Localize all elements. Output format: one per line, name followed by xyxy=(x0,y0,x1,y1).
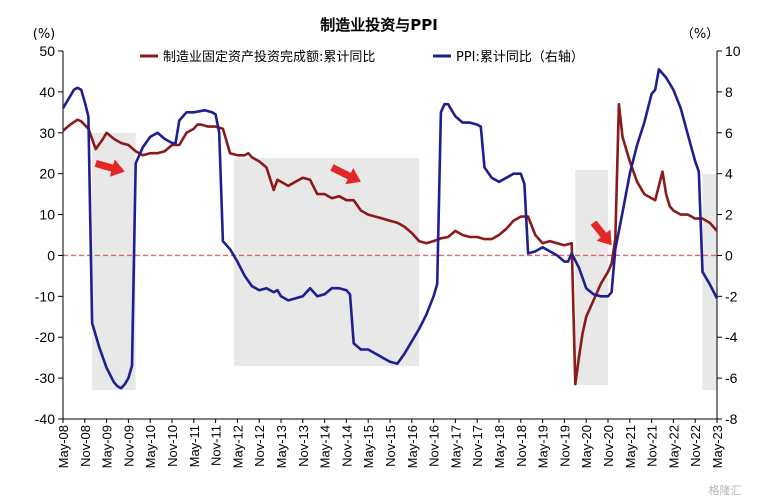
x-tick-label: May-11 xyxy=(187,425,202,467)
x-tick-label: May-15 xyxy=(361,425,376,468)
x-tick-label: Nov-19 xyxy=(557,425,572,467)
x-tick-label: Nov-17 xyxy=(470,425,485,467)
left-tick-label: 20 xyxy=(39,166,55,182)
x-tick-label: Nov-09 xyxy=(121,425,136,467)
x-tick-label: May-10 xyxy=(143,425,158,468)
left-unit-label: (%) xyxy=(33,27,56,42)
x-tick-label: May-13 xyxy=(274,425,289,468)
legend-label-ppi: PPI:累计同比（右轴） xyxy=(456,50,584,65)
shaded-period xyxy=(233,158,420,366)
x-tick-label: May-22 xyxy=(666,425,681,468)
right-tick-label: -4 xyxy=(725,329,738,345)
right-tick-label: -2 xyxy=(725,288,738,304)
left-tick-label: -40 xyxy=(35,411,55,427)
x-tick-label: Nov-21 xyxy=(645,425,660,467)
x-tick-label: Nov-16 xyxy=(427,425,442,467)
right-tick-label: 4 xyxy=(725,166,733,182)
left-tick-label: -30 xyxy=(35,370,55,386)
right-tick-label: -6 xyxy=(725,370,738,386)
right-tick-label: -8 xyxy=(725,411,738,427)
x-tick-label: May-14 xyxy=(318,425,333,468)
left-tick-label: 0 xyxy=(47,247,55,263)
trend-arrow xyxy=(94,159,125,177)
x-tick-label: Nov-15 xyxy=(383,425,398,467)
x-tick-label: May-16 xyxy=(405,425,420,468)
x-tick-label: May-17 xyxy=(448,425,463,468)
left-tick-label: -20 xyxy=(35,329,55,345)
legend-label-investment: 制造业固定资产投资完成额:累计同比 xyxy=(163,49,375,65)
x-tick-label: May-09 xyxy=(100,425,115,468)
x-tick-label: May-18 xyxy=(492,425,507,468)
x-tick-label: Nov-08 xyxy=(78,425,93,467)
right-unit-label: （%） xyxy=(681,27,719,42)
x-tick-label: Nov-12 xyxy=(252,425,267,467)
left-tick-label: 10 xyxy=(39,207,55,223)
x-tick-label: May-12 xyxy=(230,425,245,468)
right-tick-label: 10 xyxy=(725,43,741,59)
chart-title: 制造业投资与PPI xyxy=(320,16,438,34)
left-tick-label: 30 xyxy=(39,125,55,141)
series-line-ppi xyxy=(61,68,719,390)
x-tick-label: May-08 xyxy=(56,425,71,468)
x-tick-label: Nov-14 xyxy=(339,425,354,467)
x-tick-label: Nov-18 xyxy=(514,425,529,467)
right-tick-label: 8 xyxy=(725,84,733,100)
watermark: 格隆汇 xyxy=(709,483,742,497)
right-axis: -8 -6 -4 -2 0 2 4 6 8 10 xyxy=(716,43,741,427)
x-tick-label: Nov-11 xyxy=(209,425,224,466)
right-tick-label: 2 xyxy=(725,207,733,223)
x-tick-label: Nov-22 xyxy=(688,425,703,467)
right-tick-label: 6 xyxy=(725,125,733,141)
trend-arrows xyxy=(94,159,612,246)
trend-arrow xyxy=(330,164,361,185)
series-lines xyxy=(61,68,719,390)
left-tick-label: 50 xyxy=(39,43,55,59)
trend-arrow xyxy=(590,220,612,246)
x-tick-label: Nov-10 xyxy=(165,425,180,467)
x-tick-label: May-23 xyxy=(710,425,725,468)
left-tick-label: -10 xyxy=(35,288,55,304)
left-axis: -40 -30 -20 -10 0 10 20 30 40 50 xyxy=(35,43,64,427)
left-tick-label: 40 xyxy=(39,84,55,100)
x-tick-label: May-20 xyxy=(579,425,594,468)
x-tick-label: May-19 xyxy=(536,425,551,468)
x-tick-label: Nov-20 xyxy=(601,425,616,467)
right-tick-label: 0 xyxy=(725,247,733,263)
x-tick-label: May-21 xyxy=(623,425,638,468)
x-tick-label: Nov-13 xyxy=(296,425,311,467)
legend: 制造业固定资产投资完成额:累计同比 PPI:累计同比（右轴） xyxy=(140,49,584,65)
shaded-periods xyxy=(92,133,717,390)
x-axis: May-08 Nov-08 May-09 Nov-09 May-10 Nov-10 May-… xyxy=(56,418,725,468)
series-line-investment xyxy=(62,102,718,386)
